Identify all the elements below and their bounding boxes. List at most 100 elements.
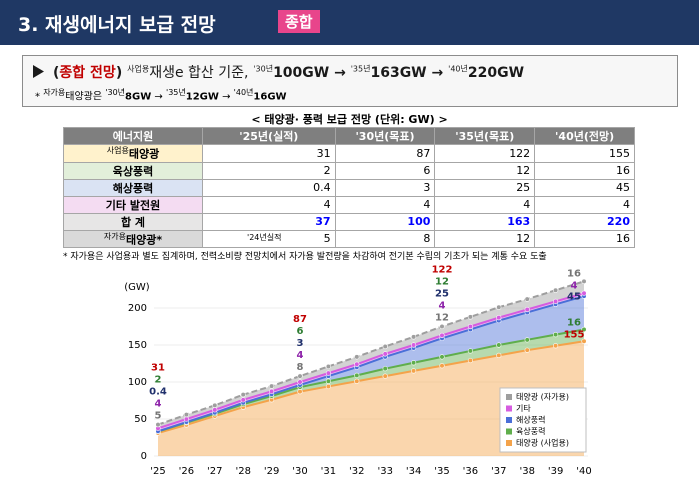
line [157,280,585,426]
cell: 12 [434,161,536,180]
value: 25 [516,181,531,195]
summary-line: (종합 전망) 사업용재생e 합산 기준, '30년100GW → '35년16… [53,62,524,82]
row: 기타 발전원 4 4 4 4 [63,195,635,214]
cell: 12 [434,229,536,249]
y-tick-label: 150 [128,340,147,351]
point [467,323,474,330]
cell: 100 [334,212,436,231]
value: 87 [416,146,431,160]
point [297,389,303,395]
summary-note: * 자가용태양광은 '30년8GW → '35년12GW → '40년16GW [35,87,287,102]
milestone: 8GW [125,91,152,103]
cell: 4 [434,195,536,214]
point [467,348,474,354]
cell: 155 [534,144,635,163]
value: 4 [423,198,431,212]
point [581,338,587,344]
legend-swatch [506,417,512,423]
point [496,342,502,348]
point [524,296,530,302]
data-label: 16 [567,268,581,279]
sup: 자가용 [43,88,66,97]
row-label: 합 계 [63,212,203,231]
header-row: 에너지원 '25년(실적) '30년(목표) '35년(목표) '40년(전망) [63,127,635,145]
row: 해상풍력 0.4 3 25 45 [63,178,635,197]
point [411,360,417,366]
sup: '30년 [253,64,274,74]
legend-label: 기타 [516,404,531,413]
cell: 25 [434,178,536,197]
milestone: 16GW [253,91,287,103]
cell: '24년실적 5 [202,229,336,249]
x-tick-label: '31 [321,466,336,477]
cell: 220 [534,212,635,231]
y-axis-label: (GW) [124,282,150,293]
point [325,378,332,384]
data-label: 0.4 [149,387,167,398]
legend-label: 태양광 (사업용) [516,438,569,448]
cell: 16 [534,229,635,249]
y-tick-label: 200 [128,303,147,314]
value: 3 [423,181,431,195]
label: 태양광 [128,147,160,161]
cell: 122 [434,144,536,163]
data-label: 8 [297,362,304,373]
value: 4 [523,198,531,212]
arrow: → [222,91,231,103]
point [496,315,502,321]
legend-label: 육상풍력 [516,426,545,436]
cell: 87 [334,144,436,163]
point [524,337,530,343]
point [439,323,445,330]
point [382,366,388,372]
point [552,343,559,349]
point [269,388,275,394]
label: 해상풍력 [112,181,154,195]
value: 8 [423,232,431,246]
cell: 163 [434,212,536,231]
row: 자가용태양광* '24년실적 5 8 12 16 [63,229,635,249]
data-label: 2 [155,375,162,386]
value: 2 [323,164,331,178]
value: 16 [616,164,630,178]
value: 4 [623,198,630,212]
data-label: 31 [151,363,165,374]
sup: 자가용 [103,231,126,241]
row-label: 육상풍력 [63,161,203,180]
sup: '40년 [233,88,254,97]
legend-label: 해상풍력 [516,415,545,425]
area [158,341,584,456]
table: 에너지원 '25년(실적) '30년(목표) '35년(목표) '40년(전망) 사업용태… [63,127,635,249]
label: 육상풍력 [112,164,154,178]
data-label: 4 [571,280,578,291]
line [157,295,585,433]
highlight: 종합 전망 [59,65,116,81]
point [382,351,388,357]
area [158,281,584,429]
data-label: 5 [155,411,162,422]
cell: 6 [334,161,436,180]
legend-box [499,387,587,453]
point [382,373,388,379]
point [212,402,218,408]
value: 31 [316,146,331,160]
value: 5 [323,232,331,246]
point [581,326,587,333]
note: '24년실적 [247,233,282,243]
cell: 2 [202,161,336,180]
line [157,292,585,430]
x-tick-label: '33 [377,466,392,477]
value: 6 [423,164,431,178]
value: 45 [616,181,630,195]
x-tick-label: '32 [349,466,364,477]
point [240,392,246,398]
point [354,354,360,360]
x-tick-label: '40 [576,466,591,477]
header-cell: '40년(전망) [534,127,635,145]
point [581,290,587,296]
point [524,347,530,353]
point [382,343,388,350]
milestone: 163GW [370,65,427,81]
point [354,372,360,378]
